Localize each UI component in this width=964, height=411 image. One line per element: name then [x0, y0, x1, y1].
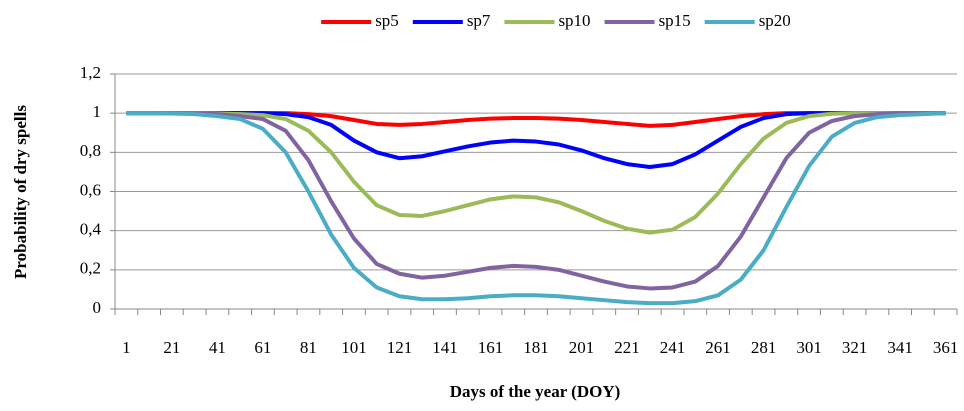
x-tick-label: 121: [387, 338, 413, 357]
y-tick-label: 0,2: [80, 259, 101, 278]
x-tick-label: 361: [933, 338, 959, 357]
x-tick-label: 181: [523, 338, 549, 357]
x-tick-label: 321: [842, 338, 868, 357]
legend-label: sp20: [759, 11, 791, 30]
legend-label: sp5: [375, 11, 399, 30]
x-tick-label: 101: [341, 338, 367, 357]
y-tick-label: 1,2: [80, 63, 101, 82]
x-tick-label: 1: [122, 338, 131, 357]
x-tick-label: 221: [614, 338, 640, 357]
x-tick-label: 141: [432, 338, 458, 357]
series-line: [126, 111, 946, 306]
series-line: [126, 111, 946, 235]
x-tick-label: 341: [887, 338, 913, 357]
x-tick-label: 61: [254, 338, 271, 357]
y-axis-title: Probability of dry spells: [11, 105, 30, 279]
x-tick-label: 201: [569, 338, 595, 357]
x-tick-label: 261: [705, 338, 731, 357]
y-tick-label: 1: [93, 102, 102, 121]
x-tick-label: 21: [163, 338, 180, 357]
y-tick-label: 0,8: [80, 141, 101, 160]
y-tick-label: 0,4: [80, 220, 102, 239]
series-line: [126, 111, 946, 291]
x-tick-label: 161: [478, 338, 504, 357]
x-tick-label: 41: [209, 338, 226, 357]
x-tick-label: 281: [751, 338, 777, 357]
x-axis-title: Days of the year (DOY): [450, 382, 621, 401]
legend-label: sp15: [659, 11, 691, 30]
legend-label: sp10: [558, 11, 590, 30]
legend-label: sp7: [467, 11, 491, 30]
x-tick-label: 81: [300, 338, 317, 357]
x-tick-label: 301: [796, 338, 822, 357]
y-tick-label: 0,6: [80, 180, 101, 199]
x-tick-label: 241: [660, 338, 686, 357]
y-tick-label: 0: [93, 298, 102, 317]
